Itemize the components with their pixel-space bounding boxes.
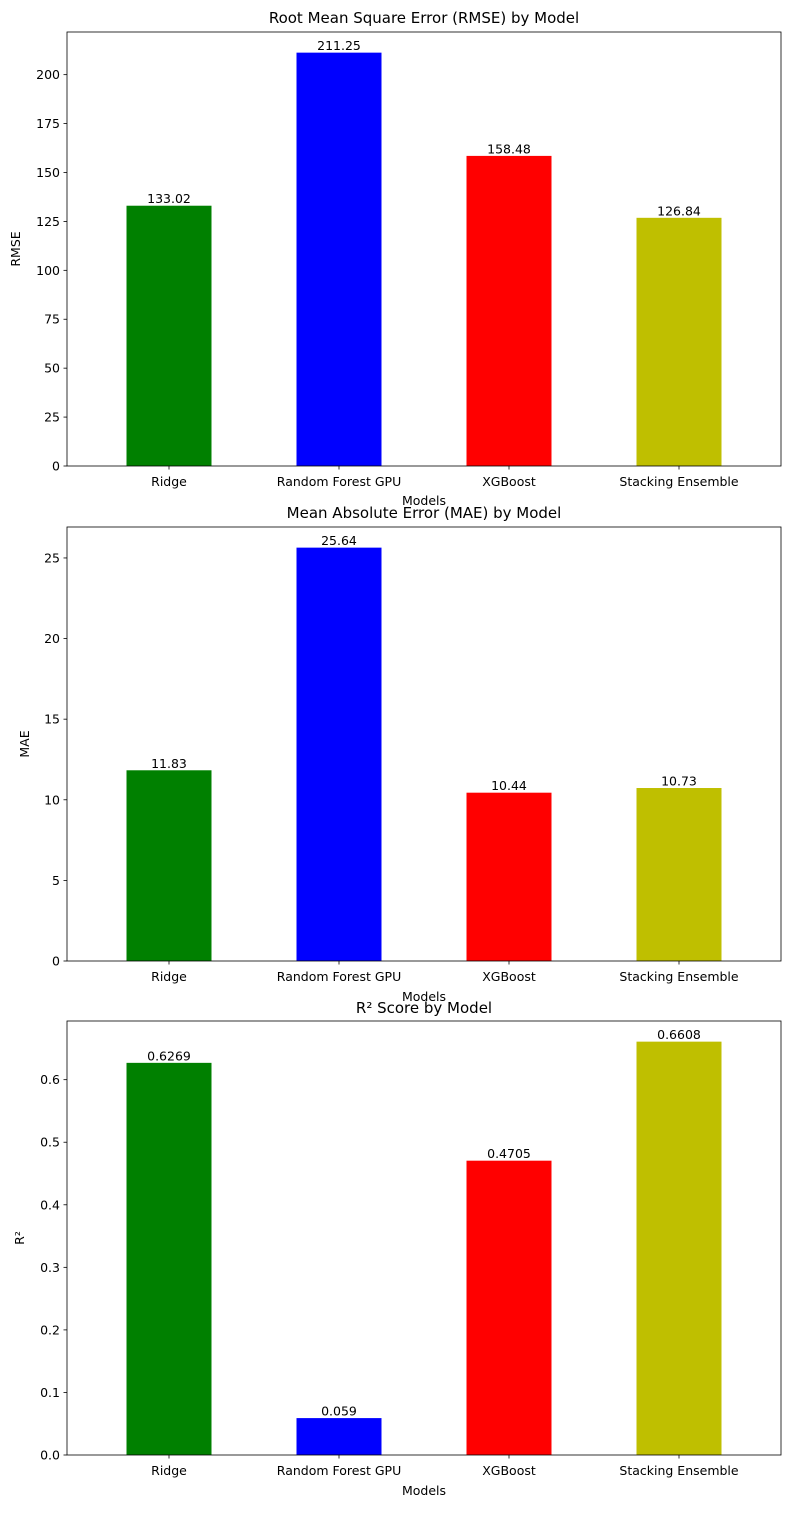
rmse-chart-title: Root Mean Square Error (RMSE) by Model — [269, 9, 579, 27]
mae-bar-value-label: 11.83 — [151, 756, 187, 771]
mae-bar-3 — [466, 792, 552, 961]
rmse-x-tick-label: Ridge — [151, 474, 187, 489]
mae-y-tick-label: 25 — [44, 550, 60, 565]
r2-y-tick-label: 0.3 — [40, 1260, 60, 1275]
mae-y-tick-label: 10 — [44, 792, 60, 807]
rmse-y-tick-label: 100 — [36, 263, 60, 278]
rmse-bar-value-label: 158.48 — [487, 141, 531, 156]
mae-bar-2 — [296, 547, 382, 961]
rmse-y-tick-label: 200 — [36, 67, 60, 82]
mae-y-axis-label: MAE — [17, 730, 32, 757]
mae-bar-value-label: 10.73 — [661, 774, 697, 789]
r2-bar-value-label: 0.6608 — [657, 1027, 701, 1042]
mae-x-tick-label: Random Forest GPU — [277, 969, 401, 984]
rmse-bar-4 — [636, 217, 722, 466]
mae-y-tick-label: 5 — [52, 873, 60, 888]
rmse-axes-frame — [66, 31, 782, 467]
mae-axes-frame — [66, 526, 782, 962]
rmse-x-tick-label: XGBoost — [482, 474, 536, 489]
r2-y-tick-label: 0.5 — [40, 1135, 60, 1150]
rmse-x-axis-label: Models — [402, 493, 446, 508]
r2-chart-title: R² Score by Model — [356, 999, 492, 1017]
mae-chart-panel: 11.83 25.64 10.44 10.73 0 5 10 15 20 25 Ridge Rando… — [17, 504, 782, 1004]
r2-x-tick-label: Stacking Ensemble — [619, 1463, 739, 1478]
rmse-y-tick-label: 25 — [44, 410, 60, 425]
rmse-x-tick-label: Random Forest GPU — [277, 474, 401, 489]
r2-bar-1 — [126, 1062, 212, 1455]
mae-x-tick-label: XGBoost — [482, 969, 536, 984]
rmse-bar-2 — [296, 52, 382, 466]
r2-chart-panel: 0.6269 0.059 0.4705 0.6608 0.0 0.1 0.2 0.3 0.4 0.… — [12, 999, 782, 1498]
mae-x-tick-label: Stacking Ensemble — [619, 969, 739, 984]
rmse-y-tick-label: 0 — [52, 459, 60, 474]
rmse-bar-3 — [466, 155, 552, 467]
r2-x-axis-label: Models — [402, 1483, 446, 1498]
rmse-y-tick-label: 50 — [44, 361, 60, 376]
r2-bar-value-label: 0.4705 — [487, 1146, 531, 1161]
rmse-y-tick-label: 75 — [44, 312, 60, 327]
mae-y-tick-label: 20 — [44, 631, 60, 646]
mae-bar-1 — [126, 770, 212, 961]
mae-bar-4 — [636, 788, 722, 961]
r2-bar-3 — [466, 1160, 552, 1455]
r2-y-tick-label: 0.0 — [40, 1448, 60, 1463]
rmse-bar-value-label: 211.25 — [317, 38, 361, 53]
mae-x-axis-label: Models — [402, 989, 446, 1004]
r2-y-axis-label: R² — [12, 1231, 27, 1245]
rmse-x-tick-label: Stacking Ensemble — [619, 474, 739, 489]
rmse-y-tick-label: 125 — [36, 214, 60, 229]
rmse-y-tick-label: 150 — [36, 165, 60, 180]
rmse-y-axis-label: RMSE — [8, 231, 23, 266]
mae-x-tick-label: Ridge — [151, 969, 187, 984]
r2-y-tick-label: 0.6 — [40, 1072, 60, 1087]
mae-y-tick-label: 0 — [52, 954, 60, 969]
mae-y-tick-label: 15 — [44, 712, 60, 727]
mae-chart-title: Mean Absolute Error (MAE) by Model — [287, 504, 562, 522]
mae-bar-value-label: 10.44 — [491, 778, 527, 793]
r2-y-tick-label: 0.2 — [40, 1322, 60, 1337]
r2-y-tick-label: 0.1 — [40, 1385, 60, 1400]
r2-bar-4 — [636, 1041, 722, 1455]
r2-bar-value-label: 0.059 — [321, 1404, 357, 1419]
rmse-bar-value-label: 126.84 — [657, 203, 701, 218]
rmse-y-tick-label: 175 — [36, 116, 60, 131]
r2-x-tick-label: XGBoost — [482, 1463, 536, 1478]
rmse-bar-1 — [126, 205, 212, 466]
r2-axes-frame — [66, 1020, 782, 1456]
r2-x-tick-label: Ridge — [151, 1463, 187, 1478]
rmse-bar-value-label: 133.02 — [147, 191, 191, 206]
r2-bar-value-label: 0.6269 — [147, 1048, 191, 1063]
mae-bar-value-label: 25.64 — [321, 533, 357, 548]
rmse-chart-panel: 133.02 211.25 158.48 126.84 0 25 50 75 100 125 150… — [8, 9, 782, 508]
r2-y-tick-label: 0.4 — [40, 1197, 60, 1212]
r2-bar-2 — [296, 1418, 382, 1455]
r2-x-tick-label: Random Forest GPU — [277, 1463, 401, 1478]
